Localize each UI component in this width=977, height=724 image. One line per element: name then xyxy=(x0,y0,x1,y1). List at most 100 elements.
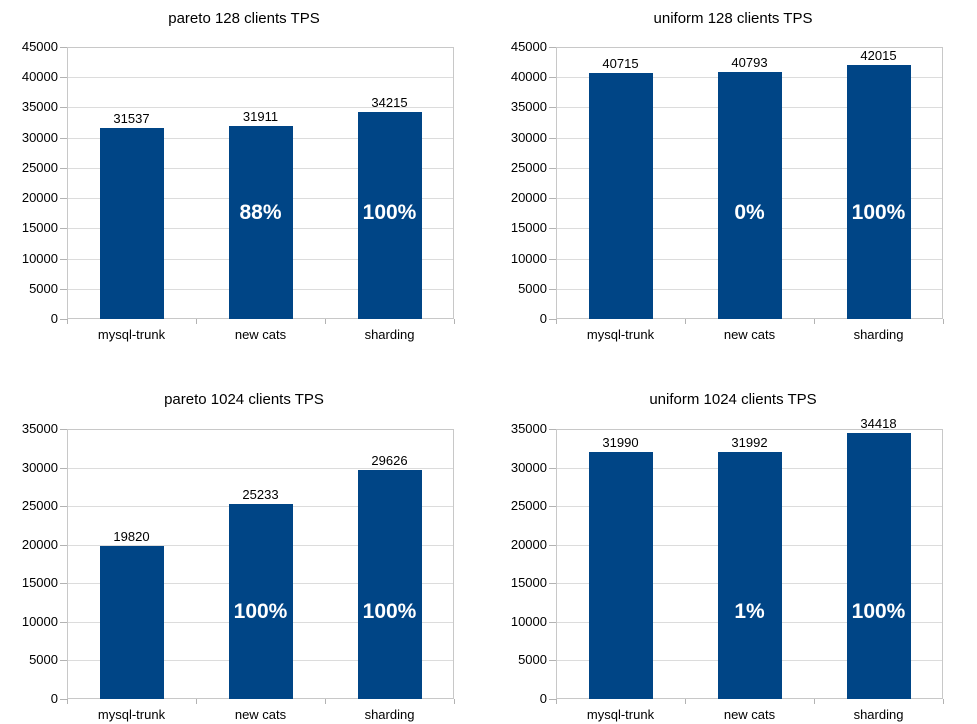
y-axis-tick xyxy=(549,429,556,430)
y-axis-tick-label: 15000 xyxy=(21,220,58,236)
y-axis-tick xyxy=(549,506,556,508)
percent-annotation: 100% xyxy=(362,200,417,224)
y-axis-tick xyxy=(60,506,67,508)
y-axis-tick xyxy=(60,198,67,200)
bar-value-label: 31992 xyxy=(731,435,768,451)
y-axis-tick xyxy=(60,429,67,430)
y-axis-tick xyxy=(60,288,67,290)
bar-new-cats xyxy=(228,126,293,319)
percent-annotation: 100% xyxy=(851,200,906,224)
bar-sharding xyxy=(357,470,422,699)
y-axis-tick xyxy=(60,467,67,469)
percent-annotation: 0% xyxy=(734,200,765,224)
bar-mysql-trunk xyxy=(588,72,653,319)
bar-new-cats xyxy=(717,452,782,699)
category-label: new cats xyxy=(723,327,776,342)
y-axis-tick-label: 5000 xyxy=(29,280,58,296)
x-axis-tick xyxy=(325,699,326,704)
y-axis-tick-label: 25000 xyxy=(510,498,547,514)
y-axis-tick-label: 20000 xyxy=(510,190,547,206)
y-axis-tick-label: 25000 xyxy=(21,159,58,175)
y-axis-tick-label: 5000 xyxy=(29,652,58,668)
y-axis-tick-label: 30000 xyxy=(21,129,58,145)
y-axis-tick-label: 10000 xyxy=(21,250,58,266)
bar-value-label: 34215 xyxy=(371,95,408,111)
y-axis-tick xyxy=(60,77,67,79)
chart-pareto-1024-clients-tps: pareto 1024 clients TPS 0 5000 10000 15000 2… xyxy=(0,362,488,724)
gridline xyxy=(67,107,454,109)
y-axis-tick xyxy=(549,660,556,662)
y-axis-tick xyxy=(549,621,556,623)
x-axis-tick xyxy=(685,699,686,704)
y-axis-tick xyxy=(549,288,556,290)
chart-uniform-128-clients-tps: uniform 128 clients TPS 0 5000 10000 15000 2… xyxy=(489,0,977,362)
category-label: mysql-trunk xyxy=(97,707,166,722)
y-axis-tick-label: 0 xyxy=(50,691,58,706)
y-axis-tick-label: 25000 xyxy=(510,159,547,175)
y-axis-tick-label: 40000 xyxy=(21,69,58,85)
category-label: mysql-trunk xyxy=(586,707,655,722)
y-axis-tick-label: 35000 xyxy=(510,421,547,436)
y-axis-tick xyxy=(60,137,67,139)
y-axis-tick xyxy=(549,198,556,200)
y-axis-tick xyxy=(60,660,67,662)
percent-annotation: 100% xyxy=(233,599,288,623)
bar-mysql-trunk xyxy=(588,452,653,699)
y-axis-tick-label: 15000 xyxy=(21,575,58,591)
category-label: mysql-trunk xyxy=(586,327,655,342)
chart-title: uniform 1024 clients TPS xyxy=(649,391,817,408)
chart-pareto-128-clients-tps: pareto 128 clients TPS 0 5000 10000 15000 20… xyxy=(0,0,488,362)
bar-value-label: 34418 xyxy=(860,416,897,432)
percent-annotation: 100% xyxy=(362,599,417,623)
y-axis-tick-label: 0 xyxy=(539,311,547,326)
x-axis-tick xyxy=(325,319,326,324)
y-axis-tick xyxy=(60,319,67,320)
percent-annotation: 100% xyxy=(851,599,906,623)
y-axis-tick xyxy=(60,228,67,230)
x-axis-tick xyxy=(943,699,944,704)
bar-value-label: 40793 xyxy=(731,55,768,71)
x-axis-tick xyxy=(454,699,455,704)
bar-value-label: 42015 xyxy=(860,48,897,64)
chart-uniform-1024-clients-tps: uniform 1024 clients TPS 0 5000 10000 15000… xyxy=(489,362,977,724)
chart-title: pareto 1024 clients TPS xyxy=(164,391,324,408)
y-axis-tick-label: 35000 xyxy=(21,421,58,436)
y-axis-tick xyxy=(549,319,556,320)
y-axis-tick-label: 10000 xyxy=(21,613,58,629)
bar-value-label: 29626 xyxy=(371,453,408,469)
bar-value-label: 31990 xyxy=(602,435,639,451)
y-axis-tick xyxy=(549,228,556,230)
y-axis-tick-label: 35000 xyxy=(510,99,547,115)
y-axis-tick-label: 45000 xyxy=(510,39,547,54)
y-axis-tick-label: 5000 xyxy=(518,280,547,296)
chart-title: uniform 128 clients TPS xyxy=(653,10,813,27)
category-label: new cats xyxy=(723,707,776,722)
y-axis-tick-label: 30000 xyxy=(510,129,547,145)
bar-mysql-trunk xyxy=(99,546,164,699)
percent-annotation: 1% xyxy=(734,599,765,623)
y-axis-tick xyxy=(549,467,556,469)
bar-mysql-trunk xyxy=(99,128,164,319)
y-axis-tick xyxy=(549,77,556,79)
x-axis-tick xyxy=(454,319,455,324)
category-label: sharding xyxy=(364,327,415,342)
x-axis-tick xyxy=(67,699,68,704)
x-axis-tick xyxy=(67,319,68,324)
x-axis-tick xyxy=(556,699,557,704)
category-label: sharding xyxy=(853,707,904,722)
y-axis-tick xyxy=(549,107,556,109)
x-axis-tick xyxy=(196,319,197,324)
y-axis-tick xyxy=(549,137,556,139)
category-label: sharding xyxy=(364,707,415,722)
gridline xyxy=(67,467,454,469)
y-axis-tick-label: 10000 xyxy=(510,613,547,629)
bar-value-label: 31911 xyxy=(242,109,279,125)
y-axis-tick-label: 45000 xyxy=(21,39,58,54)
x-axis-tick xyxy=(943,319,944,324)
y-axis-tick xyxy=(60,167,67,169)
gridline xyxy=(67,77,454,79)
y-axis-tick xyxy=(60,258,67,260)
category-label: new cats xyxy=(234,707,287,722)
x-axis-tick xyxy=(196,699,197,704)
